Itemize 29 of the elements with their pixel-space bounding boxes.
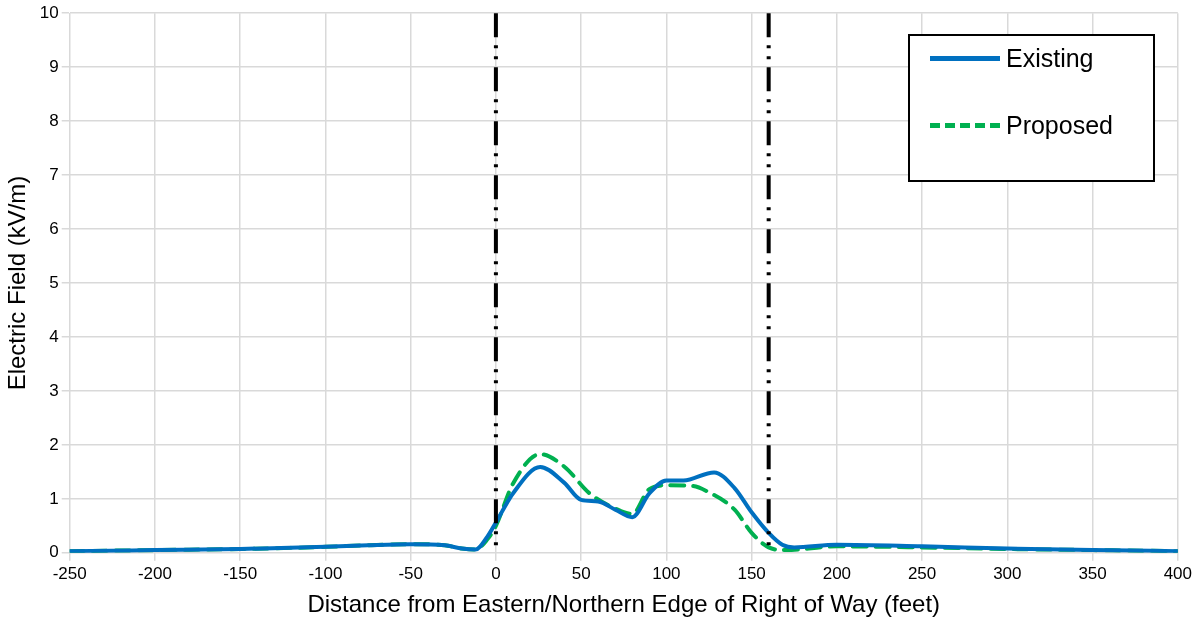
y-tick-label: 10 — [39, 2, 59, 22]
y-tick-label: 2 — [49, 434, 59, 454]
x-tick-label: -100 — [308, 563, 343, 583]
x-tick-label: 0 — [491, 563, 501, 583]
x-tick-label: 150 — [737, 563, 766, 583]
y-tick-label: 7 — [49, 164, 59, 184]
x-tick-label: -50 — [398, 563, 423, 583]
y-tick-label: 8 — [49, 110, 59, 130]
x-tick-label: 350 — [1078, 563, 1107, 583]
y-tick-label: 1 — [49, 488, 59, 508]
x-tick-label: 400 — [1163, 563, 1193, 583]
y-axis-title: Electric Field (kV/m) — [3, 175, 31, 391]
y-tick-label: 0 — [49, 542, 59, 562]
x-axis-title: Distance from Eastern/Northern Edge of Right of Way (feet) — [307, 590, 941, 618]
y-tick-label: 9 — [49, 56, 59, 76]
y-tick-label: 3 — [49, 380, 59, 400]
x-tick-label: 50 — [571, 563, 591, 583]
x-tick-label: -200 — [137, 563, 172, 583]
x-tick-label: 100 — [652, 563, 681, 583]
x-tick-label: 300 — [993, 563, 1022, 583]
y-tick-label: 5 — [49, 272, 59, 292]
x-tick-label: -250 — [52, 563, 87, 583]
x-tick-label: -150 — [223, 563, 258, 583]
x-tick-label: 200 — [822, 563, 852, 583]
legend-label: Proposed — [1005, 111, 1113, 140]
y-tick-label: 6 — [49, 218, 59, 238]
legend-label: Existing — [1005, 44, 1094, 73]
x-tick-label: 250 — [907, 563, 937, 583]
y-tick-label: 4 — [49, 326, 59, 346]
